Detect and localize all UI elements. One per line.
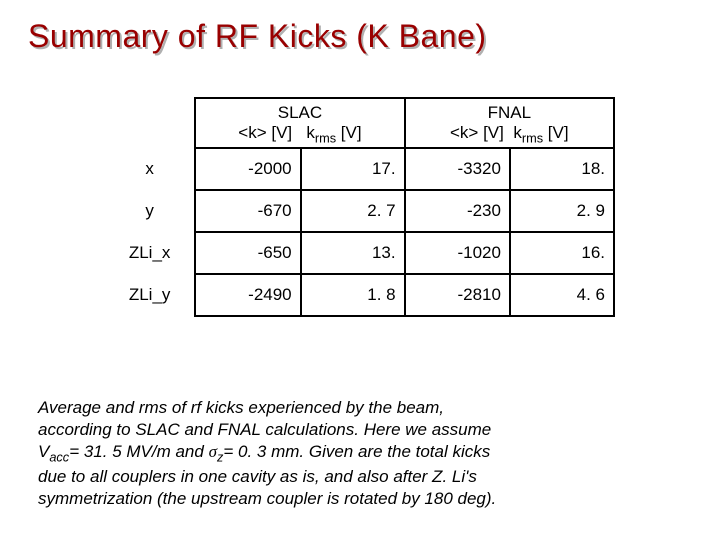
cell: -670: [195, 190, 300, 232]
row-label: ZLi_y: [105, 274, 195, 316]
title-text: Summary of RF Kicks (K Bane): [28, 18, 487, 54]
cell: 16.: [510, 232, 614, 274]
cell: -2810: [405, 274, 510, 316]
header-slac: SLAC <k> [V] krms [V]: [195, 98, 404, 148]
cell: 2. 7: [301, 190, 405, 232]
rf-kicks-table: SLAC <k> [V] krms [V] FNAL <k> [V] krms …: [105, 97, 615, 317]
table-row: y -670 2. 7 -230 2. 9: [105, 190, 614, 232]
cell: -650: [195, 232, 300, 274]
header-empty: [105, 98, 195, 148]
table-row: ZLi_x -650 13. -1020 16.: [105, 232, 614, 274]
rf-kicks-table-container: SLAC <k> [V] krms [V] FNAL <k> [V] krms …: [105, 97, 615, 317]
table-row: x -2000 17. -3320 18.: [105, 148, 614, 190]
cell: -3320: [405, 148, 510, 190]
cell: -2490: [195, 274, 300, 316]
cell: 18.: [510, 148, 614, 190]
table-row: ZLi_y -2490 1. 8 -2810 4. 6: [105, 274, 614, 316]
cell: -1020: [405, 232, 510, 274]
cell: 4. 6: [510, 274, 614, 316]
cell: 17.: [301, 148, 405, 190]
row-label: y: [105, 190, 195, 232]
cell: 2. 9: [510, 190, 614, 232]
cell: 1. 8: [301, 274, 405, 316]
row-label: x: [105, 148, 195, 190]
cell: -230: [405, 190, 510, 232]
header-group-row: SLAC <k> [V] krms [V] FNAL <k> [V] krms …: [105, 98, 614, 148]
header-fnal: FNAL <k> [V] krms [V]: [405, 98, 614, 148]
row-label: ZLi_x: [105, 232, 195, 274]
slide-title: Summary of RF Kicks (K Bane) Summary of …: [0, 0, 720, 55]
cell: 13.: [301, 232, 405, 274]
caption-text: Average and rms of rf kicks experienced …: [38, 397, 682, 510]
cell: -2000: [195, 148, 300, 190]
